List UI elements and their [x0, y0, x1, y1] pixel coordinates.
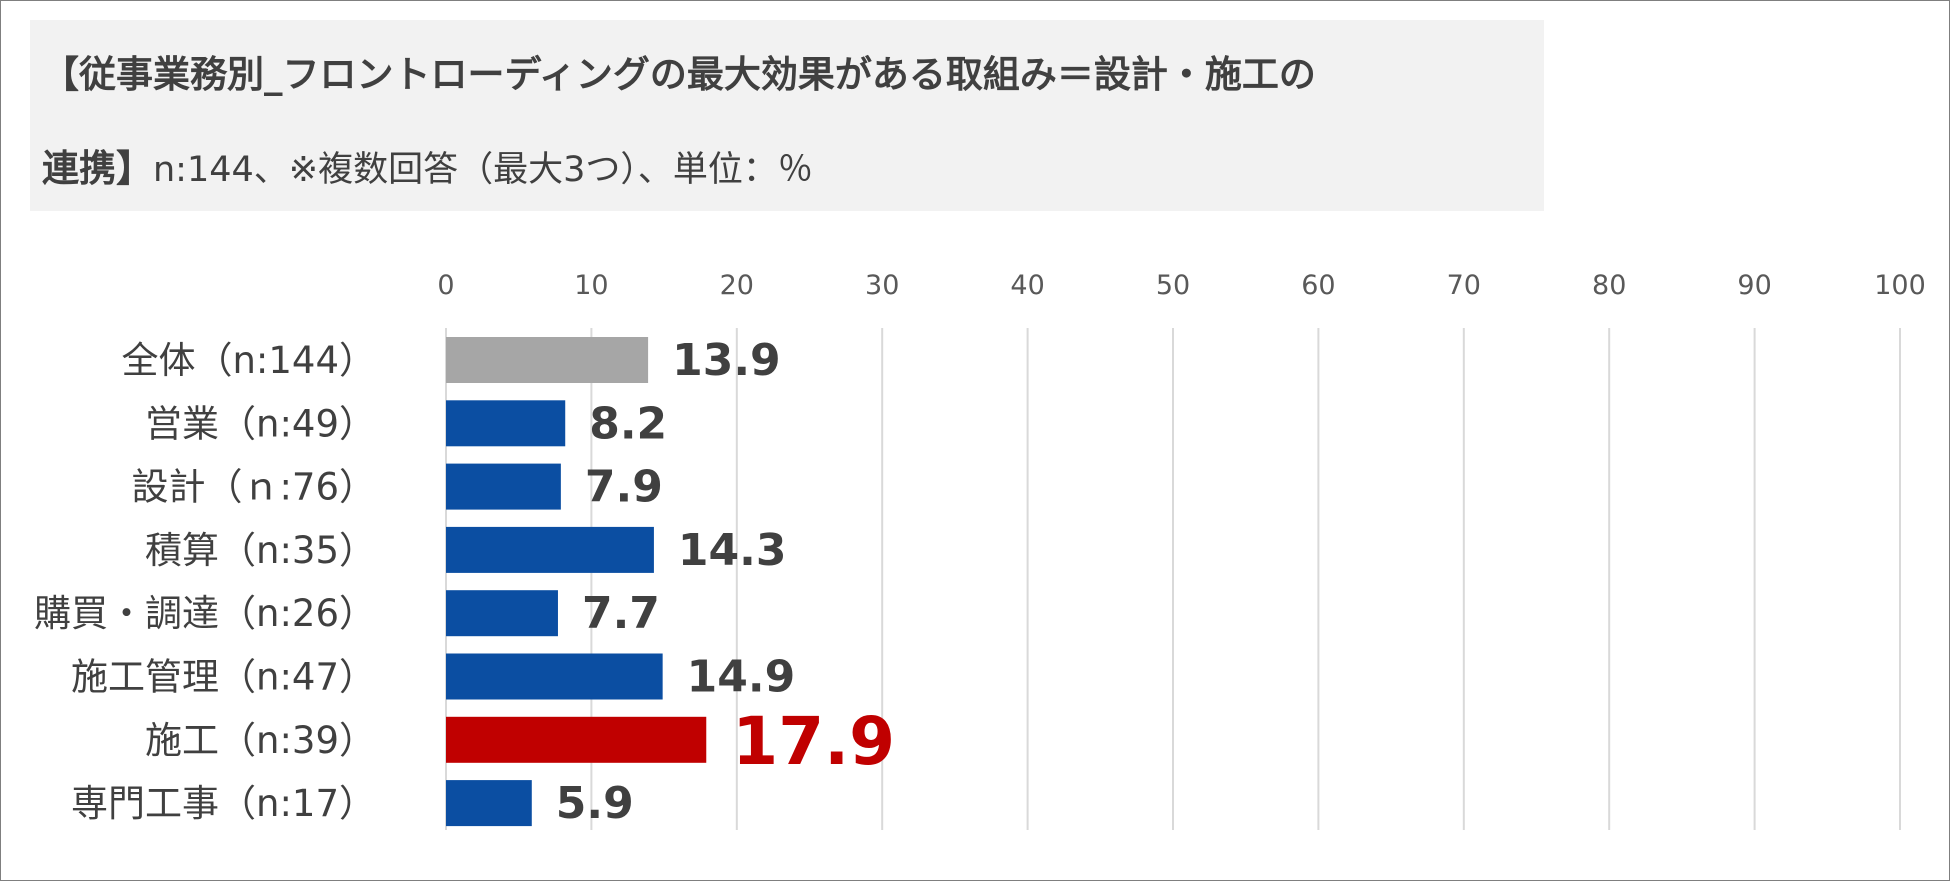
bar — [446, 337, 649, 383]
category-label: 営業（n:49） — [145, 402, 376, 445]
category-label: 施工（n:39） — [145, 719, 376, 762]
data-label: 13.9 — [672, 335, 781, 386]
x-tick-label: 40 — [1010, 270, 1044, 301]
bar — [446, 590, 558, 637]
bar — [446, 463, 561, 510]
data-label: 5.9 — [556, 778, 634, 829]
category-label: 全体（n:144） — [121, 339, 376, 382]
category-label: 購買・調達（n:26） — [34, 592, 376, 635]
title-box — [30, 20, 1544, 211]
data-label: 8.2 — [589, 398, 667, 449]
category-label: 専門工事（n:17） — [71, 782, 376, 825]
x-tick-label: 30 — [865, 270, 899, 301]
data-label: 17.9 — [732, 703, 895, 780]
x-tick-label: 50 — [1156, 270, 1190, 301]
x-tick-label: 100 — [1874, 270, 1926, 301]
data-label: 14.3 — [678, 525, 787, 576]
chart-subtitle: n:144、※複数回答（最大3つ）、単位：％ — [153, 150, 813, 190]
x-tick-label: 20 — [720, 270, 754, 301]
category-label: 施工管理（n:47） — [71, 656, 376, 699]
bar — [446, 716, 707, 763]
x-tick-label: 60 — [1301, 270, 1335, 301]
bar — [446, 400, 566, 447]
chart-title-line1: 【従事業務別_フロントローディングの最大効果がある取組み＝設計・施工の — [42, 53, 1316, 96]
bar — [446, 780, 532, 827]
category-label: 設計（ｎ:76） — [131, 466, 376, 509]
bar — [446, 526, 654, 573]
chart-title-line2-bold: 連携】 — [42, 147, 153, 190]
x-tick-label: 10 — [574, 270, 608, 301]
bar — [446, 653, 663, 700]
data-label: 7.7 — [582, 588, 660, 639]
data-label: 14.9 — [687, 652, 796, 703]
data-label: 7.9 — [585, 462, 663, 513]
x-tick-label: 70 — [1447, 270, 1481, 301]
x-tick-label: 90 — [1737, 270, 1771, 301]
x-tick-label: 80 — [1592, 270, 1626, 301]
chart-title-line2: 連携】n:144、※複数回答（最大3つ）、単位：％ — [42, 138, 813, 192]
category-label: 積算（n:35） — [145, 529, 376, 572]
x-tick-label: 0 — [437, 270, 454, 301]
